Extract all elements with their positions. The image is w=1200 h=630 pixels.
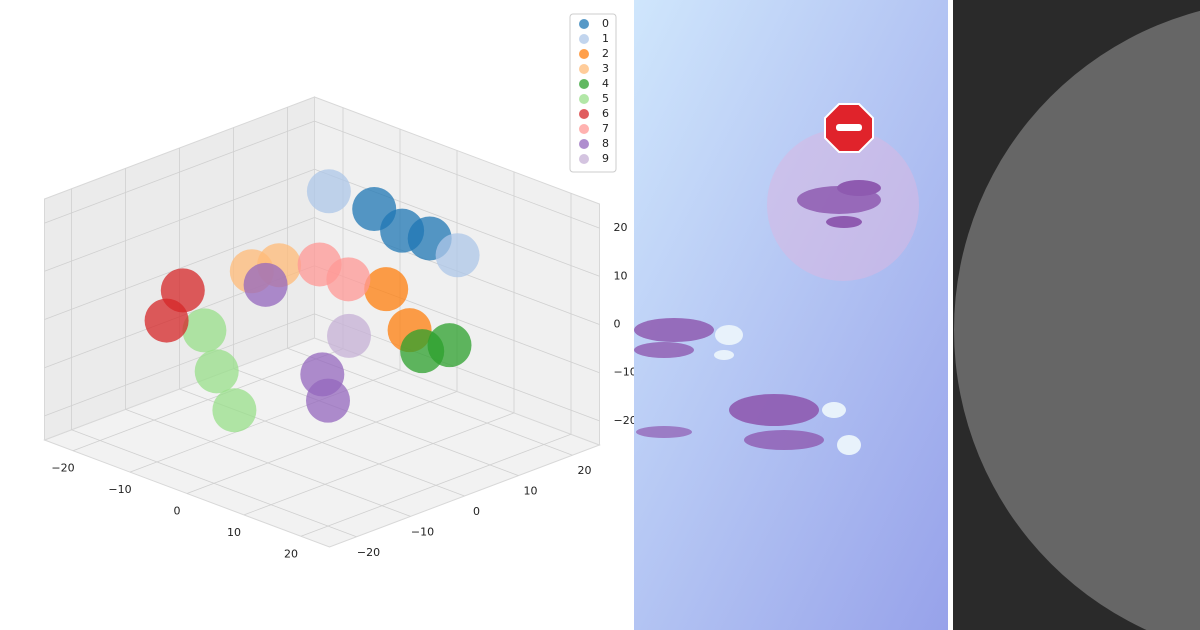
- data-point: [306, 169, 351, 214]
- stop-icon[interactable]: [824, 103, 874, 153]
- data-point: [380, 208, 425, 253]
- data-point: [364, 267, 409, 312]
- data-point: [327, 313, 371, 358]
- legend-label: 3: [602, 62, 609, 75]
- divider: [948, 0, 953, 630]
- point-cloud-light: [714, 325, 861, 455]
- grid-line: [44, 168, 315, 272]
- tick-label: 20: [578, 464, 592, 477]
- legend-label: 9: [602, 152, 609, 165]
- legend-marker: [579, 79, 589, 89]
- tick-label: 10: [524, 485, 538, 498]
- tick-label: −10: [108, 483, 131, 496]
- legend-label: 4: [602, 77, 609, 90]
- legend-marker: [579, 109, 589, 119]
- legend-label: 6: [602, 107, 609, 120]
- legend-label: 7: [602, 122, 609, 135]
- legend-box: [569, 13, 617, 173]
- data-point: [306, 378, 350, 423]
- legend-label: 1: [602, 32, 609, 45]
- grid-line: [233, 368, 519, 476]
- legend-marker: [579, 154, 589, 164]
- tick-label: −10: [411, 525, 434, 538]
- tick-label: −20: [614, 414, 635, 427]
- legend-label: 8: [602, 137, 609, 150]
- legend-label: 2: [602, 47, 609, 60]
- data-point: [212, 388, 257, 433]
- tick-label: 0: [614, 318, 621, 331]
- data-point: [243, 262, 288, 307]
- vr-background: [634, 0, 948, 630]
- tick-label: 20: [614, 221, 628, 234]
- tick-label: 0: [473, 505, 480, 518]
- legend-label: 5: [602, 92, 609, 105]
- grid-line: [125, 409, 411, 517]
- tick-label: 20: [284, 547, 298, 560]
- legend-marker: [579, 49, 589, 59]
- data-point: [435, 233, 480, 278]
- legend-marker: [579, 124, 589, 134]
- tick-label: 10: [227, 526, 241, 539]
- grid-line: [314, 168, 600, 277]
- legend-marker: [579, 64, 589, 74]
- grid-line: [44, 217, 315, 320]
- grid-line: [314, 120, 600, 229]
- grid-line: [44, 120, 315, 224]
- vr-view: [634, 0, 1200, 630]
- legend-marker: [579, 94, 589, 104]
- legend-marker: [579, 139, 589, 149]
- data-point: [194, 349, 239, 394]
- lens-circle: [954, 10, 1200, 630]
- tick-label: −20: [357, 546, 380, 559]
- data-point: [182, 308, 227, 353]
- tick-label: −10: [614, 366, 635, 379]
- grid-line: [71, 429, 357, 538]
- legend-marker: [579, 34, 589, 44]
- grid-line: [44, 313, 315, 417]
- data-point: [326, 257, 371, 302]
- scatter-3d-chart: −20 −10 0 10 20 −20 −10 0 10 20 −20 −10 0 10 20 0 1 2 3 4 5 6…: [43, 13, 635, 560]
- tick-label: −20: [51, 462, 74, 475]
- legend-label: 0: [602, 17, 609, 30]
- point-cloud: [634, 180, 881, 450]
- data-point: [144, 298, 189, 343]
- tick-label: 0: [174, 505, 181, 518]
- tick-label: 10: [614, 269, 628, 282]
- data-point: [400, 329, 445, 374]
- legend-marker: [579, 19, 589, 29]
